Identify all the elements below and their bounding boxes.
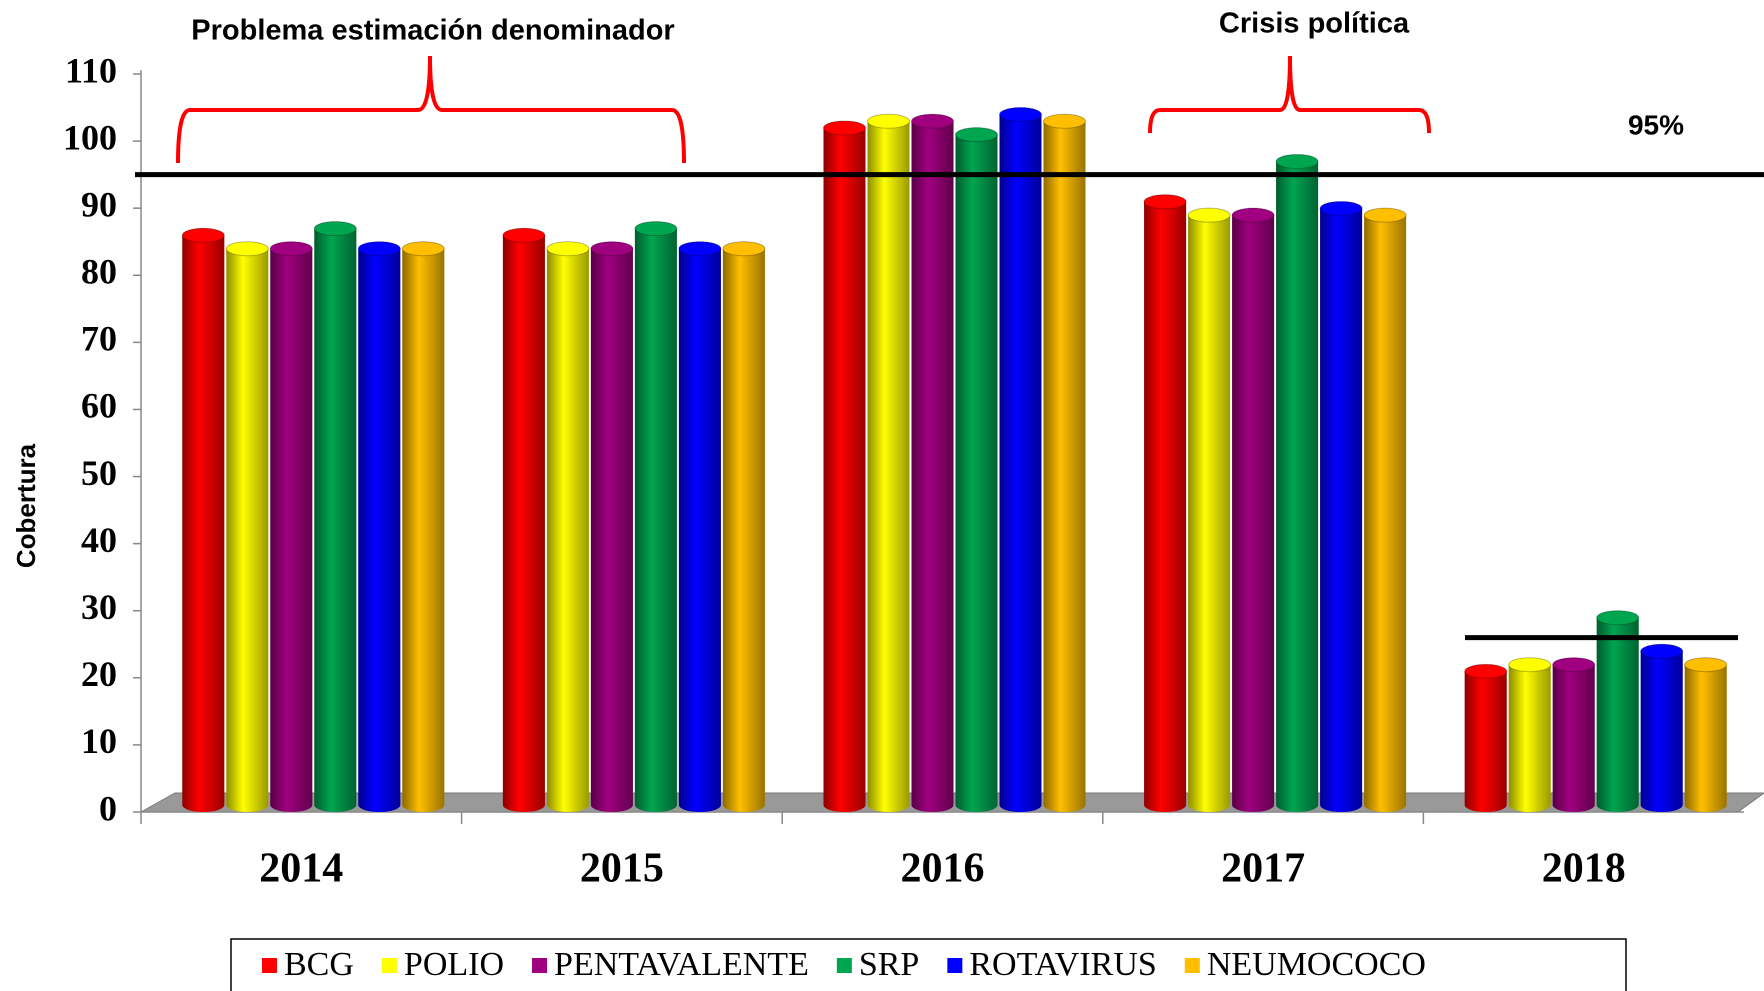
bar-top [401,241,445,257]
y-tick-label: 110 [65,50,117,90]
x-tick-label: 2017 [1221,846,1305,892]
bar-top [955,127,998,143]
bar-top [181,227,225,243]
bar-shade [182,228,225,813]
legend-swatch [1184,958,1200,973]
legend-swatch [262,958,277,973]
bar-top [1464,663,1508,679]
legend [230,938,1627,991]
bar-shade [546,241,589,813]
y-tick-label: 20 [81,654,117,694]
bar-top [1508,657,1552,673]
y-tick-label: 0 [99,788,117,828]
bar-shade [823,120,866,813]
bar-shade [1640,644,1683,813]
bar-shade [1552,657,1595,813]
bar-shade [999,107,1042,813]
bar-shade [634,221,677,812]
y-tick-label: 100 [63,117,117,157]
legend-label: SRP [859,946,920,983]
bar-shade [1364,208,1407,813]
x-tick-label: 2015 [580,846,664,892]
bar-top [1187,207,1231,223]
bar-shade [678,241,721,813]
bar-top [1319,200,1363,216]
legend-label: BCG [284,946,354,983]
bar-shade [590,241,633,813]
bar-top [357,241,401,257]
y-tick-label: 10 [81,721,117,761]
x-tick-label: 2018 [1542,846,1626,892]
legend-label: POLIO [404,946,504,983]
bar-top [225,241,269,257]
bar-shade [402,241,445,813]
bar-shade [722,241,765,813]
bar-top [502,227,546,243]
bar-top [590,241,634,257]
bar-shade [226,241,269,812]
y-tick-label: 90 [81,184,117,224]
bar-top [1363,207,1407,223]
annotation: Crisis política [1219,8,1410,40]
bar-shade [1596,610,1639,813]
legend-swatch [532,958,548,973]
legend-swatch [836,958,852,973]
bar-top [867,113,910,129]
bar-shade [1276,154,1319,813]
bracket [1148,55,1431,134]
bar-top [1275,154,1319,170]
bar-top [269,241,313,257]
bar-shade [1684,657,1727,813]
y-tick-label: 50 [81,453,117,493]
bar-shade [1232,208,1275,813]
bar-top [313,221,357,237]
bar-top [1231,207,1275,223]
bar-shade [1508,657,1551,813]
legend-swatch [381,958,397,973]
bar-shade [1464,664,1507,813]
bar-top [678,241,722,257]
reference-label: 95% [1628,109,1684,140]
bar-shade [1320,201,1363,813]
bar-shade [955,127,998,813]
bar-shade [358,241,401,813]
bar-shade [314,221,357,813]
legend-label: ROTAVIRUS [969,946,1156,983]
legend-swatch [947,958,963,973]
legend-label: PENTAVALENTE [554,946,809,983]
legend-label: NEUMOCOCO [1207,946,1426,983]
bar-top [1640,643,1684,659]
bar-top [1143,194,1187,210]
bar-shade [1043,114,1086,813]
y-axis-label: Cobertura [11,443,41,568]
bar-shade [911,114,954,813]
y-tick-label: 40 [81,520,117,560]
bar-shade [867,114,910,813]
y-tick-label: 60 [81,386,117,426]
bar-shade [502,228,545,813]
bar-top [722,241,766,257]
bar-top [999,107,1042,123]
y-tick-label: 70 [81,319,117,359]
bar-top [1043,113,1086,129]
bar-top [823,120,866,136]
bar-top [1552,657,1596,673]
bar-top [1596,610,1640,626]
annotation: Problema estimación denominador [191,15,674,47]
y-tick-label: 30 [81,587,117,627]
bar-top [911,113,954,129]
bar-top [634,221,678,237]
x-tick-label: 2016 [901,846,985,892]
bar-top [546,241,590,257]
bar-shade [1188,208,1231,813]
y-tick-label: 80 [81,252,117,292]
x-tick-label: 2014 [259,846,343,892]
bar-top [1684,657,1728,673]
bar-shade [1144,194,1187,813]
bracket [176,55,686,164]
bar-shade [270,241,313,813]
